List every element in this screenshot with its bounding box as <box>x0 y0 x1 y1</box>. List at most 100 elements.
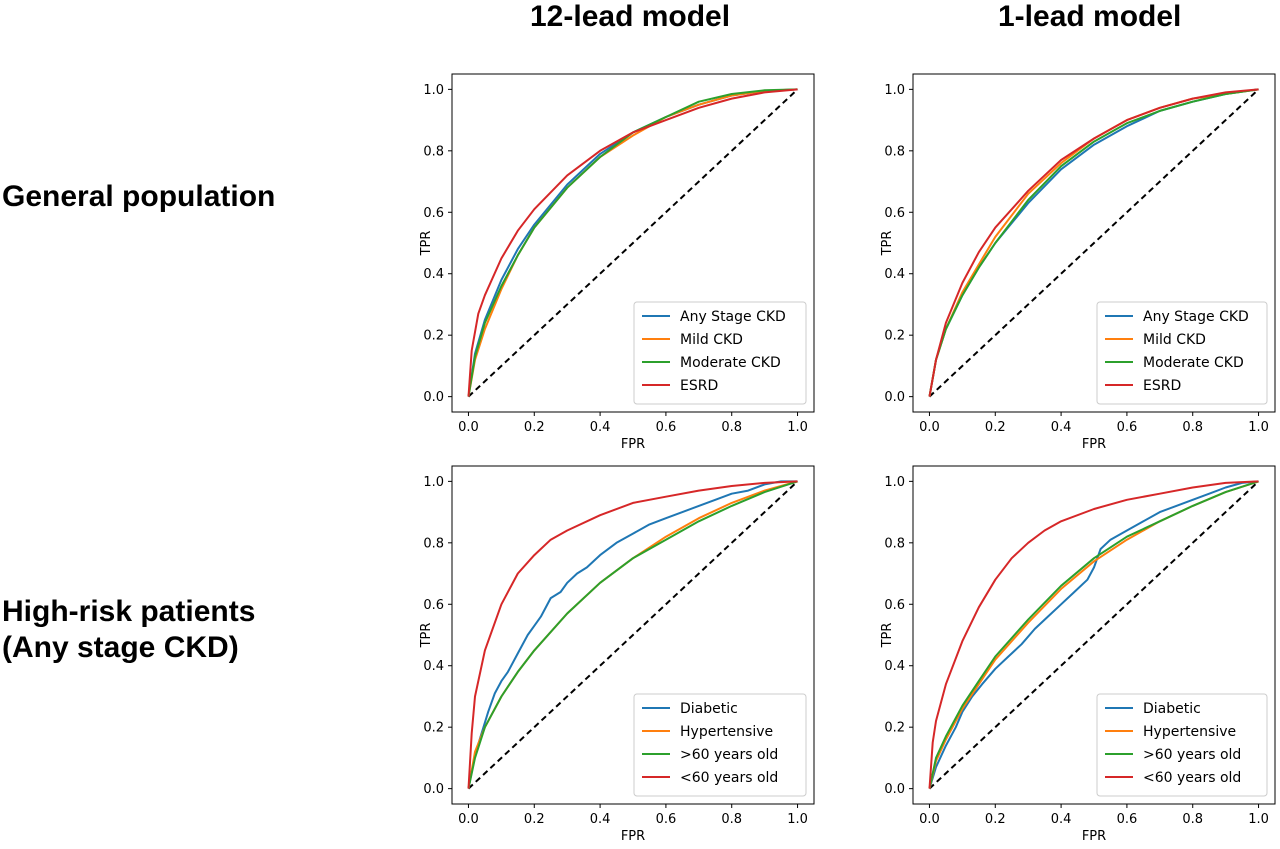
x-tick-label: 0.4 <box>590 812 611 827</box>
series-line <box>467 480 798 789</box>
x-tick-label: 1.0 <box>1248 812 1269 827</box>
y-tick-label: 1.0 <box>884 83 905 98</box>
x-axis-label: FPR <box>1082 437 1106 452</box>
series-line <box>928 480 1259 789</box>
column-title-12-lead: 12-lead model <box>530 0 731 33</box>
row-title-line: (Any stage CKD) <box>2 631 239 664</box>
chance-diagonal-line <box>467 480 799 790</box>
chance-diagonal-line <box>928 88 1260 398</box>
y-tick-label: 0.6 <box>423 206 444 221</box>
x-tick-label: 0.6 <box>656 812 677 827</box>
legend-label: <60 years old <box>1143 770 1241 786</box>
roc-chart-general-12-lead: 0.0 0.2 0.4 0.6 0.8 1.0 0.0 0.2 0.4 0.6 0.8 1.0 FPR T… <box>419 73 815 452</box>
y-tick-label: 0.8 <box>423 144 444 159</box>
x-tick-label: 1.0 <box>787 420 808 435</box>
y-tick-label: 0.0 <box>423 390 444 405</box>
roc-chart-general-1-lead: 0.0 0.2 0.4 0.6 0.8 1.0 0.0 0.2 0.4 0.6 0.8 1.0 FPR T… <box>880 73 1276 452</box>
x-tick-label: 0.0 <box>919 812 940 827</box>
y-tick-label: 0.6 <box>423 598 444 613</box>
legend-label: Any Stage CKD <box>680 309 786 325</box>
legend-label: Any Stage CKD <box>1143 309 1249 325</box>
x-tick-label: 0.4 <box>1051 812 1072 827</box>
x-tick-label: 0.2 <box>985 420 1006 435</box>
legend-label: ESRD <box>1143 378 1181 394</box>
legend-label: Diabetic <box>1143 701 1201 717</box>
y-tick-label: 1.0 <box>423 83 444 98</box>
x-tick-label: 0.8 <box>721 420 742 435</box>
y-tick-label: 0.4 <box>423 267 444 282</box>
x-tick-label: 0.6 <box>1117 812 1138 827</box>
roc-chart-highrisk-1-lead: 0.0 0.2 0.4 0.6 0.8 1.0 0.0 0.2 0.4 0.6 0.8 1.0 FPR T… <box>880 465 1276 844</box>
y-tick-label: 0.2 <box>884 721 905 736</box>
series-line <box>928 480 1259 789</box>
legend-label: Mild CKD <box>1143 332 1206 348</box>
x-tick-label: 0.0 <box>919 420 940 435</box>
legend-label: Hypertensive <box>1143 724 1236 740</box>
x-tick-label: 0.2 <box>524 420 545 435</box>
row-title-line: General population <box>2 180 276 213</box>
y-tick-label: 0.2 <box>423 721 444 736</box>
legend-label: >60 years old <box>1143 747 1241 763</box>
row-title-general-population: General population <box>2 179 275 215</box>
y-tick-label: 0.2 <box>884 329 905 344</box>
series-line <box>928 480 1259 789</box>
y-tick-label: 0.4 <box>423 659 444 674</box>
chance-diagonal-line <box>467 88 799 398</box>
x-tick-label: 0.4 <box>1051 420 1072 435</box>
series-line <box>928 88 1259 397</box>
legend-box <box>1096 693 1268 797</box>
row-title-high-risk: High-risk patients (Any stage CKD) <box>2 594 255 666</box>
legend-label: Diabetic <box>680 701 738 717</box>
y-tick-label: 0.6 <box>884 598 905 613</box>
x-tick-label: 0.0 <box>458 812 479 827</box>
y-tick-label: 0.4 <box>884 267 905 282</box>
y-tick-label: 0.6 <box>884 206 905 221</box>
x-tick-label: 0.6 <box>1117 420 1138 435</box>
legend-box <box>1096 301 1268 405</box>
series-line <box>467 480 798 789</box>
x-tick-label: 1.0 <box>1248 420 1269 435</box>
y-tick-label: 0.2 <box>423 329 444 344</box>
y-tick-label: 0.0 <box>423 782 444 797</box>
y-tick-label: 0.0 <box>884 782 905 797</box>
legend-label: ESRD <box>680 378 718 394</box>
x-tick-label: 0.2 <box>985 812 1006 827</box>
y-axis-label: TPR <box>419 231 434 257</box>
chance-diagonal-line <box>928 480 1260 790</box>
series-line <box>467 88 798 397</box>
y-tick-label: 0.8 <box>423 536 444 551</box>
y-axis-label: TPR <box>880 231 895 257</box>
y-tick-label: 1.0 <box>423 475 444 490</box>
row-title-line: High-risk patients <box>2 595 256 628</box>
x-axis-label: FPR <box>1082 829 1106 844</box>
y-tick-label: 0.0 <box>884 390 905 405</box>
series-line <box>467 88 798 397</box>
x-axis-label: FPR <box>621 437 645 452</box>
legend-label: Moderate CKD <box>1143 355 1244 371</box>
roc-chart-highrisk-12-lead: 0.0 0.2 0.4 0.6 0.8 1.0 0.0 0.2 0.4 0.6 0.8 1.0 FPR T… <box>419 465 815 844</box>
column-title-1-lead: 1-lead model <box>998 0 1182 33</box>
x-tick-label: 0.8 <box>1182 420 1203 435</box>
legend-label: >60 years old <box>680 747 778 763</box>
legend-label: Mild CKD <box>680 332 743 348</box>
x-tick-label: 0.2 <box>524 812 545 827</box>
y-axis-label: TPR <box>880 623 895 649</box>
x-axis-label: FPR <box>621 829 645 844</box>
x-tick-label: 1.0 <box>787 812 808 827</box>
x-tick-label: 0.6 <box>656 420 677 435</box>
legend-label: <60 years old <box>680 770 778 786</box>
legend-label: Moderate CKD <box>680 355 781 371</box>
series-line <box>928 88 1259 397</box>
series-line <box>467 480 798 789</box>
legend-box <box>633 693 807 797</box>
legend-box <box>633 301 807 405</box>
y-tick-label: 0.8 <box>884 144 905 159</box>
x-tick-label: 0.0 <box>458 420 479 435</box>
x-tick-label: 0.4 <box>590 420 611 435</box>
y-tick-label: 0.8 <box>884 536 905 551</box>
y-axis-label: TPR <box>419 623 434 649</box>
x-tick-label: 0.8 <box>1182 812 1203 827</box>
y-tick-label: 0.4 <box>884 659 905 674</box>
legend-label: Hypertensive <box>680 724 773 740</box>
y-tick-label: 1.0 <box>884 475 905 490</box>
